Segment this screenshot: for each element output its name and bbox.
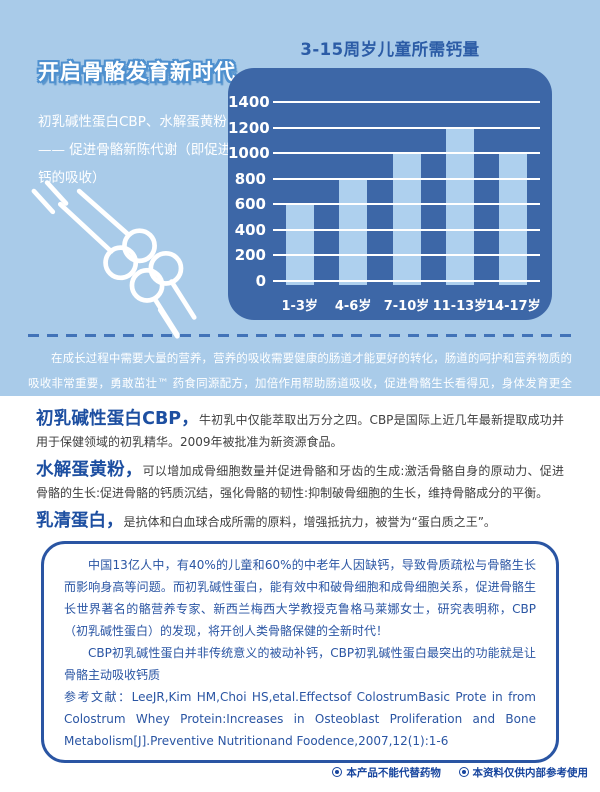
y-axis-tick-label: 200 — [234, 246, 266, 265]
x-axis-tick-label: 11-13岁 — [432, 299, 488, 314]
gridline — [273, 101, 540, 103]
y-axis-tick-label: 1400 — [228, 93, 270, 111]
footer-note-label: 本产品不能代替药物 — [346, 767, 441, 779]
y-axis-tick-label: 0 — [255, 272, 266, 290]
reference-text: LeeJR,Kim HM,Choi HS,etal.Effectsof Colo… — [64, 690, 536, 748]
paragraph-egg-yolk: 水解蛋黄粉，可以增加成骨细胞数量并促进骨骼和牙齿的生成:激活骨骼自身的原动力、促… — [36, 459, 564, 504]
gridline — [273, 177, 540, 180]
bar-chart-panel: 1400 1200 1000 800 600 400 200 0 1-3岁 4-6岁 7-10岁 11… — [228, 68, 552, 320]
dashed-divider — [28, 334, 572, 337]
hero-subtitle-line: 初乳碱性蛋白CBP、水解蛋黄粉 — [38, 114, 227, 130]
paragraph-egg-yolk-body: 可以增加成骨细胞数量并促进骨骼和牙齿的生成:激活骨骼自身的原动力、促进骨骼的生长… — [36, 464, 565, 500]
hero-section: 开启骨骼发育新时代 初乳碱性蛋白CBP、水解蛋黄粉 —— 促进骨骼新陈代谢（即促… — [0, 0, 600, 396]
gridline — [273, 228, 540, 231]
motion-lines-icon — [31, 180, 69, 215]
footer-note: 本产品不能代替药物 — [332, 767, 441, 779]
hero-subtitle-line: 钙的吸收） — [38, 170, 106, 186]
y-axis-tick-label: 1000 — [228, 144, 270, 163]
paragraph-cbp: 初乳碱性蛋白CBP，牛初乳中仅能萃取出万分之四。CBP是国际上近几年最新提取成功… — [36, 408, 564, 453]
paragraph-cbp-lead: 初乳碱性蛋白CBP， — [36, 409, 199, 429]
hero-subtitle: 初乳碱性蛋白CBP、水解蛋黄粉 —— 促进骨骼新陈代谢（即促进 钙的吸收） — [38, 108, 233, 192]
chart-title: 3-15周岁儿童所需钙量 — [300, 40, 480, 59]
gridline — [273, 126, 540, 129]
info-box-paragraph-2: CBP初乳碱性蛋白并非传统意义的被动补钙，CBP初乳碱性蛋白最突出的功能就是让骨… — [64, 646, 536, 682]
gridline — [273, 152, 540, 155]
gridline — [273, 280, 540, 282]
bone-joint-icon — [31, 180, 197, 339]
content-section: 初乳碱性蛋白CBP，牛初乳中仅能萃取出万分之四。CBP是国际上近几年最新提取成功… — [0, 396, 600, 763]
circled-dot-icon — [332, 767, 343, 777]
hero-note: 在成长过程中需要大量的营养，营养的吸收需要健康的肠道才能更好的转化，肠道的呵护和… — [28, 351, 572, 390]
info-box-paragraph-1: 中国13亿人中，有40%的儿童和60%的中老年人因缺钙，导致骨质疏松与骨骼生长而… — [64, 558, 536, 638]
reference-paragraph: 参考文献：LeeJR,Kim HM,Choi HS,etal.Effectsof… — [64, 686, 536, 752]
gridline — [273, 203, 540, 206]
footer-note-label: 本资料仅供内部参考使用 — [472, 767, 589, 779]
x-axis-tick-label: 1-3岁 — [281, 299, 318, 314]
x-axis-tick-label: 7-10岁 — [383, 299, 430, 314]
bar — [285, 204, 314, 285]
paragraph-whey-lead: 乳清蛋白， — [36, 511, 124, 531]
paragraph-whey-body: 是抗体和白血球合成所需的原料，增强抵抗力，被誉为“蛋白质之王”。 — [123, 515, 496, 529]
footer-note: 本资料仅供内部参考使用 — [458, 767, 589, 779]
paragraph-cbp-body: 牛初乳中仅能萃取出万分之四。CBP是国际上近几年最新提取成功并用于保健领域的初乳… — [36, 413, 564, 449]
bar — [499, 153, 528, 285]
info-box: 中国13亿人中，有40%的儿童和60%的中老年人因缺钙，导致骨质疏松与骨骼生长而… — [41, 541, 559, 763]
y-axis-tick-label: 1200 — [228, 118, 270, 137]
hero-subtitle-line: —— 促进骨骼新陈代谢（即促进 — [38, 142, 232, 158]
x-axis-tick-label: 14-17岁 — [486, 299, 541, 314]
paragraph-whey: 乳清蛋白，是抗体和白血球合成所需的原料，增强抵抗力，被誉为“蛋白质之王”。 — [36, 510, 564, 533]
circled-dot-icon — [458, 767, 469, 777]
gridline — [273, 254, 540, 257]
reference-label: 参考文献： — [64, 690, 132, 704]
page-title: 开启骨骼发育新时代 — [38, 60, 236, 84]
bar — [392, 153, 421, 285]
bar-chart-plot: 1400 1200 1000 800 600 400 200 0 1-3岁 4-6岁 7-10岁 11… — [228, 68, 552, 320]
y-axis-tick-label: 400 — [234, 220, 266, 239]
y-axis-tick-label: 800 — [234, 169, 266, 188]
footer-notes: 本产品不能代替药物 本资料仅供内部参考使用 — [318, 765, 588, 780]
bar — [339, 178, 368, 285]
y-axis-tick-label: 600 — [234, 195, 266, 214]
paragraph-egg-yolk-lead: 水解蛋黄粉， — [36, 460, 143, 480]
x-axis-tick-label: 4-6岁 — [334, 299, 372, 314]
